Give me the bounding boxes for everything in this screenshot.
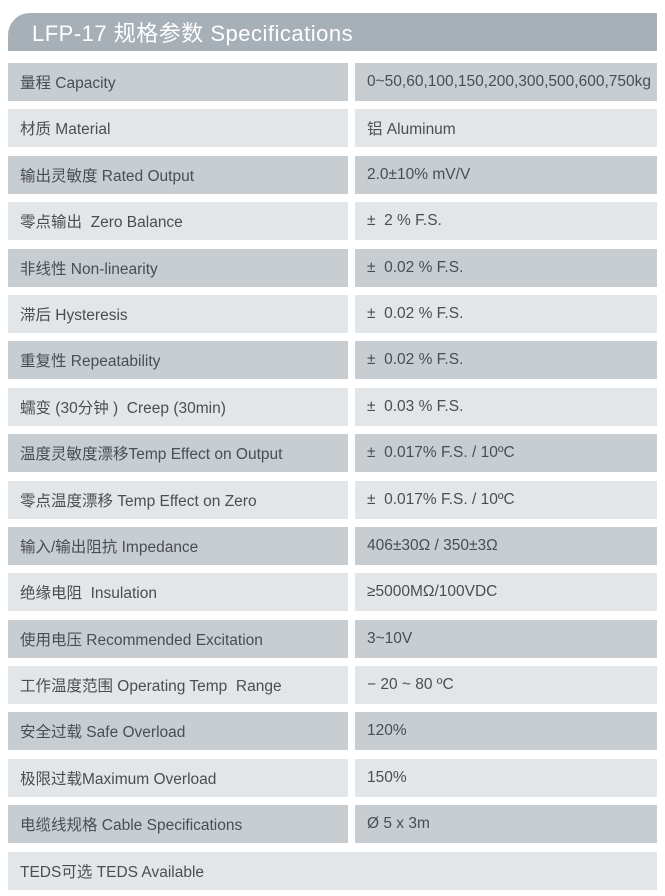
spec-header-bar: LFP-17 规格参数 Specifications xyxy=(8,13,657,51)
spec-row-capacity: 量程 Capacity 0~50,60,100,150,200,300,500,… xyxy=(8,63,657,101)
spec-value: 150% xyxy=(355,758,657,797)
spec-value: ± 0.02 % F.S. xyxy=(355,294,657,333)
spec-row-excitation: 使用电压 Recommended Excitation 3~10V xyxy=(8,619,657,658)
spec-label: 非线性 Non-linearity xyxy=(8,248,348,287)
spec-row-non-linearity: 非线性 Non-linearity ± 0.02 % F.S. xyxy=(8,248,657,287)
spec-label: 输出灵敏度 Rated Output xyxy=(8,155,348,194)
spec-row-temp-effect-zero: 零点温度漂移 Temp Effect on Zero ± 0.017% F.S.… xyxy=(8,480,657,519)
spec-label: 重复性 Repeatability xyxy=(8,341,348,380)
spec-value: 406±30Ω / 350±3Ω xyxy=(355,526,657,565)
spec-label: 极限过载Maximum Overload xyxy=(8,758,348,797)
spec-row-cable: 电缆线规格 Cable Specifications Ø 5 x 3m xyxy=(8,805,657,844)
spec-table: 量程 Capacity 0~50,60,100,150,200,300,500,… xyxy=(8,63,657,890)
spec-label: 滞后 Hysteresis xyxy=(8,294,348,333)
spec-value: ± 0.017% F.S. / 10ºC xyxy=(355,434,657,473)
spec-value: ± 0.02 % F.S. xyxy=(355,341,657,380)
spec-row-safe-overload: 安全过载 Safe Overload 120% xyxy=(8,712,657,751)
spec-value: Ø 5 x 3m xyxy=(355,805,657,844)
spec-row-zero-balance: 零点输出 Zero Balance ± 2 % F.S. xyxy=(8,202,657,241)
spec-row-material: 材质 Material 铝 Aluminum xyxy=(8,109,657,148)
spec-row-creep: 蠕变 (30分钟 ) Creep (30min) ± 0.03 % F.S. xyxy=(8,387,657,426)
spec-row-teds: TEDS可选 TEDS Available xyxy=(8,851,657,890)
spec-label: 安全过载 Safe Overload xyxy=(8,712,348,751)
spec-label: 绝缘电阻 Insulation xyxy=(8,573,348,612)
spec-row-hysteresis: 滞后 Hysteresis ± 0.02 % F.S. xyxy=(8,294,657,333)
spec-label: 量程 Capacity xyxy=(8,63,348,101)
spec-value: ± 0.017% F.S. / 10ºC xyxy=(355,480,657,519)
spec-value: ≥5000MΩ/100VDC xyxy=(355,573,657,612)
spec-label: 使用电压 Recommended Excitation xyxy=(8,619,348,658)
spec-label: 零点输出 Zero Balance xyxy=(8,202,348,241)
spec-label: 电缆线规格 Cable Specifications xyxy=(8,805,348,844)
spec-label: 零点温度漂移 Temp Effect on Zero xyxy=(8,480,348,519)
spec-value: ± 2 % F.S. xyxy=(355,202,657,241)
spec-value: 0~50,60,100,150,200,300,500,600,750kg xyxy=(355,63,657,101)
spec-label: 工作温度范围 Operating Temp Range xyxy=(8,666,348,705)
spec-row-operating-temp: 工作温度范围 Operating Temp Range − 20 ~ 80 ºC xyxy=(8,666,657,705)
spec-label: 温度灵敏度漂移Temp Effect on Output xyxy=(8,434,348,473)
spec-row-temp-effect-output: 温度灵敏度漂移Temp Effect on Output ± 0.017% F.… xyxy=(8,434,657,473)
spec-label: 材质 Material xyxy=(8,109,348,148)
spec-value: 3~10V xyxy=(355,619,657,658)
spec-row-insulation: 绝缘电阻 Insulation ≥5000MΩ/100VDC xyxy=(8,573,657,612)
spec-value: − 20 ~ 80 ºC xyxy=(355,666,657,705)
spec-row-maximum-overload: 极限过载Maximum Overload 150% xyxy=(8,758,657,797)
spec-row-rated-output: 输出灵敏度 Rated Output 2.0±10% mV/V xyxy=(8,155,657,194)
spec-value: ± 0.03 % F.S. xyxy=(355,387,657,426)
spec-value: 120% xyxy=(355,712,657,751)
spec-row-impedance: 输入/输出阻抗 Impedance 406±30Ω / 350±3Ω xyxy=(8,526,657,565)
page-title: LFP-17 规格参数 Specifications xyxy=(32,21,354,46)
spec-value: ± 0.02 % F.S. xyxy=(355,248,657,287)
spec-label: TEDS可选 TEDS Available xyxy=(8,851,657,890)
spec-value: 2.0±10% mV/V xyxy=(355,155,657,194)
spec-label: 输入/输出阻抗 Impedance xyxy=(8,526,348,565)
spec-row-repeatability: 重复性 Repeatability ± 0.02 % F.S. xyxy=(8,341,657,380)
spec-value: 铝 Aluminum xyxy=(355,109,657,148)
spec-label: 蠕变 (30分钟 ) Creep (30min) xyxy=(8,387,348,426)
